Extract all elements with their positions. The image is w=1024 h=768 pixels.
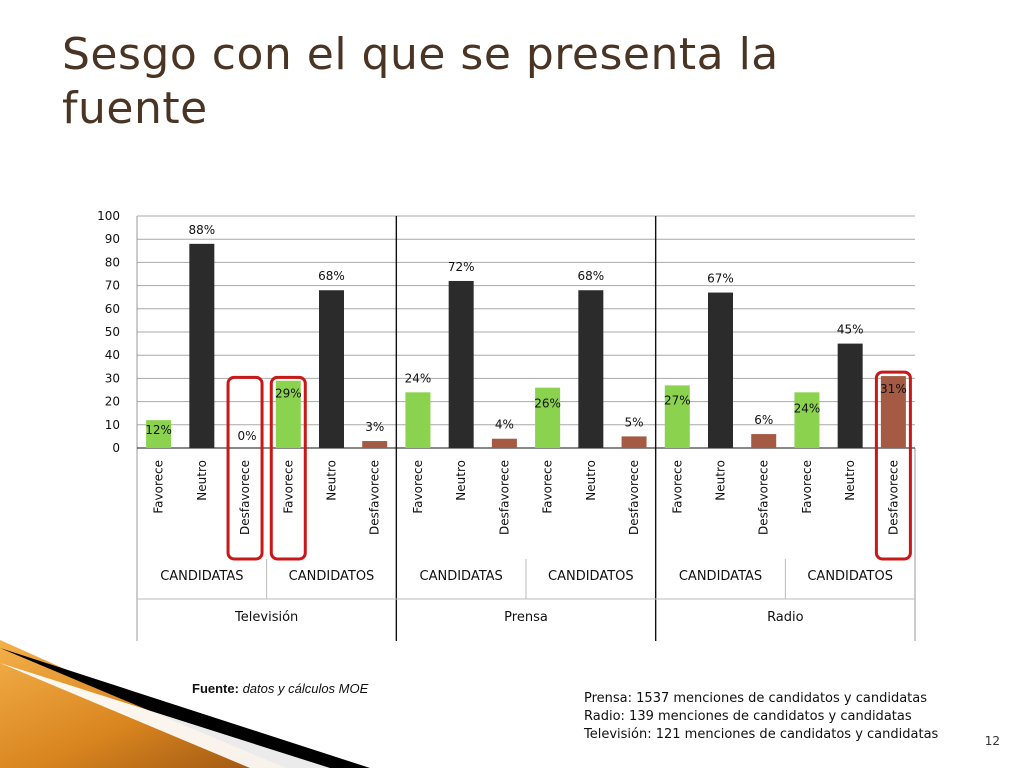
group-label-5: CANDIDATOS (807, 569, 893, 584)
data-label-0: 12% (145, 423, 172, 437)
x-media-labels: Televisión Prensa Radio (234, 610, 804, 625)
bar-14 (751, 434, 777, 448)
data-labels: 12% 88% 0% 29% 68% 3% 24% 72% 4% 26% 68% 5% 27% 67% 6%… (145, 223, 906, 443)
y-tick-label: 100 (97, 209, 120, 223)
group-label-2: CANDIDATAS (420, 569, 503, 584)
x-group-labels: CANDIDATAS CANDIDATOS CANDIDATAS CANDIDATOS… (160, 569, 893, 584)
highlight-box-3 (269, 375, 307, 561)
bar-10 (578, 290, 604, 448)
data-label-1: 88% (188, 223, 215, 237)
bar-9 (535, 387, 561, 448)
data-label-15: 24% (794, 401, 821, 415)
y-tick-label: 70 (105, 279, 120, 293)
x-category-label-6: Favorece (411, 460, 425, 514)
media-label-1: Prensa (504, 610, 548, 625)
data-label-3: 29% (275, 387, 302, 401)
x-category-label-1: Neutro (195, 460, 209, 501)
x-category-label-3: Favorece (281, 460, 295, 514)
y-tick-label: 40 (105, 348, 120, 362)
decorative-corner-graphic (0, 640, 370, 768)
data-label-7: 72% (448, 260, 475, 274)
x-category-label-2: Desfavorece (238, 460, 252, 535)
group-label-3: CANDIDATOS (548, 569, 634, 584)
data-label-13: 67% (707, 272, 734, 286)
data-label-11: 5% (625, 415, 644, 429)
x-category-label-15: Favorece (800, 460, 814, 514)
bias-bar-chart: 0 10 20 30 40 50 60 70 80 90 100 12% 88% 0% 29% 68% 3% 24… (97, 209, 916, 641)
x-category-label-13: Neutro (714, 460, 728, 501)
bars (146, 243, 906, 448)
group-label-1: CANDIDATOS (289, 569, 375, 584)
x-category-label-16: Neutro (843, 460, 857, 501)
data-label-14: 6% (754, 413, 773, 427)
mentions-notes: Prensa: 1537 menciones de candidatos y c… (584, 690, 1004, 744)
bar-0 (146, 420, 172, 448)
x-category-label-10: Neutro (584, 460, 598, 501)
data-label-9: 26% (534, 397, 561, 411)
x-category-label-12: Favorece (670, 460, 684, 514)
x-category-label-7: Neutro (454, 460, 468, 501)
x-category-label-9: Favorece (541, 460, 555, 514)
group-label-4: CANDIDATAS (679, 569, 762, 584)
bar-16 (837, 343, 863, 448)
bar-7 (448, 280, 474, 448)
data-label-12: 27% (664, 393, 691, 407)
media-label-2: Radio (767, 610, 804, 625)
group-label-0: CANDIDATAS (160, 569, 243, 584)
data-label-16: 45% (837, 323, 864, 337)
press-mentions-note: Prensa: 1537 menciones de candidatos y c… (584, 691, 928, 706)
y-tick-label: 20 (105, 395, 120, 409)
y-tick-label: 60 (105, 302, 120, 316)
highlight-boxes (226, 370, 912, 561)
x-category-label-8: Desfavorece (497, 460, 511, 535)
radio-mentions-note: Radio: 139 menciones de candidatos y can… (584, 709, 912, 724)
x-category-label-17: Desfavorece (886, 460, 900, 535)
television-mentions-note: Televisión: 121 menciones de candidatos … (584, 727, 939, 742)
x-category-label-0: Favorece (152, 460, 166, 514)
data-label-6: 24% (405, 371, 432, 385)
x-category-labels: Favorece Neutro Desfavorece Favorece Neutro D… (152, 460, 901, 535)
bar-12 (664, 385, 690, 448)
bar-8 (491, 438, 517, 448)
page-title: Sesgo con el que se presenta la fuente (62, 29, 779, 134)
y-tick-label: 50 (105, 325, 120, 339)
data-label-5: 3% (365, 420, 384, 434)
black-sweep (0, 648, 370, 768)
data-label-4: 68% (318, 269, 345, 283)
bar-5 (362, 441, 388, 448)
bar-15 (794, 392, 820, 448)
y-gridlines (137, 215, 915, 449)
data-label-10: 68% (577, 269, 604, 283)
highlight-box-17 (874, 370, 912, 561)
x-category-label-11: Desfavorece (627, 460, 641, 535)
source-text: datos y cálculos MOE (238, 681, 369, 696)
white-sweep (0, 663, 330, 768)
source-note: Fuente: datos y cálculos MOE (192, 681, 368, 696)
bar-3 (275, 380, 301, 448)
slide-number: 12 (984, 734, 1000, 748)
bar-17 (880, 376, 906, 448)
y-tick-label: 0 (112, 441, 120, 455)
bar-13 (708, 292, 733, 448)
data-label-8: 4% (495, 418, 514, 432)
bar-4 (319, 290, 344, 448)
source-label: Fuente: (192, 681, 239, 696)
bar-11 (621, 436, 647, 448)
chart-area: 0 10 20 30 40 50 60 70 80 90 100 12% 88% 0% 29% 68% 3% 24… (82, 196, 942, 641)
highlight-box-2 (226, 375, 264, 561)
x-category-label-5: Desfavorece (368, 460, 382, 535)
y-tick-label: 30 (105, 371, 120, 385)
x-category-label-4: Neutro (325, 460, 339, 501)
data-label-17: 31% (880, 382, 907, 396)
bar-6 (405, 392, 431, 448)
bar-1 (189, 243, 215, 448)
y-tick-label: 80 (105, 255, 120, 269)
y-tick-label: 10 (105, 418, 120, 432)
y-tick-label: 90 (105, 232, 120, 246)
data-label-2: 0% (238, 429, 257, 443)
y-axis: 0 10 20 30 40 50 60 70 80 90 100 (97, 209, 120, 455)
x-category-label-14: Desfavorece (757, 460, 771, 535)
media-label-0: Televisión (234, 610, 298, 625)
